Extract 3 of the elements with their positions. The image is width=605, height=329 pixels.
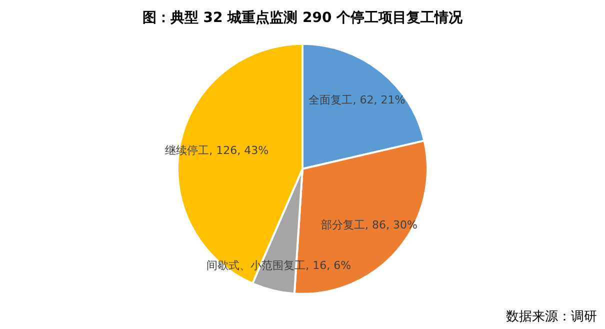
source-note: 数据来源：调研	[506, 309, 597, 324]
slice-label: 全面复工, 62, 21%	[308, 93, 406, 106]
chart-title: 图：典型 32 城重点监测 290 个停工项目复工情况	[142, 10, 464, 26]
